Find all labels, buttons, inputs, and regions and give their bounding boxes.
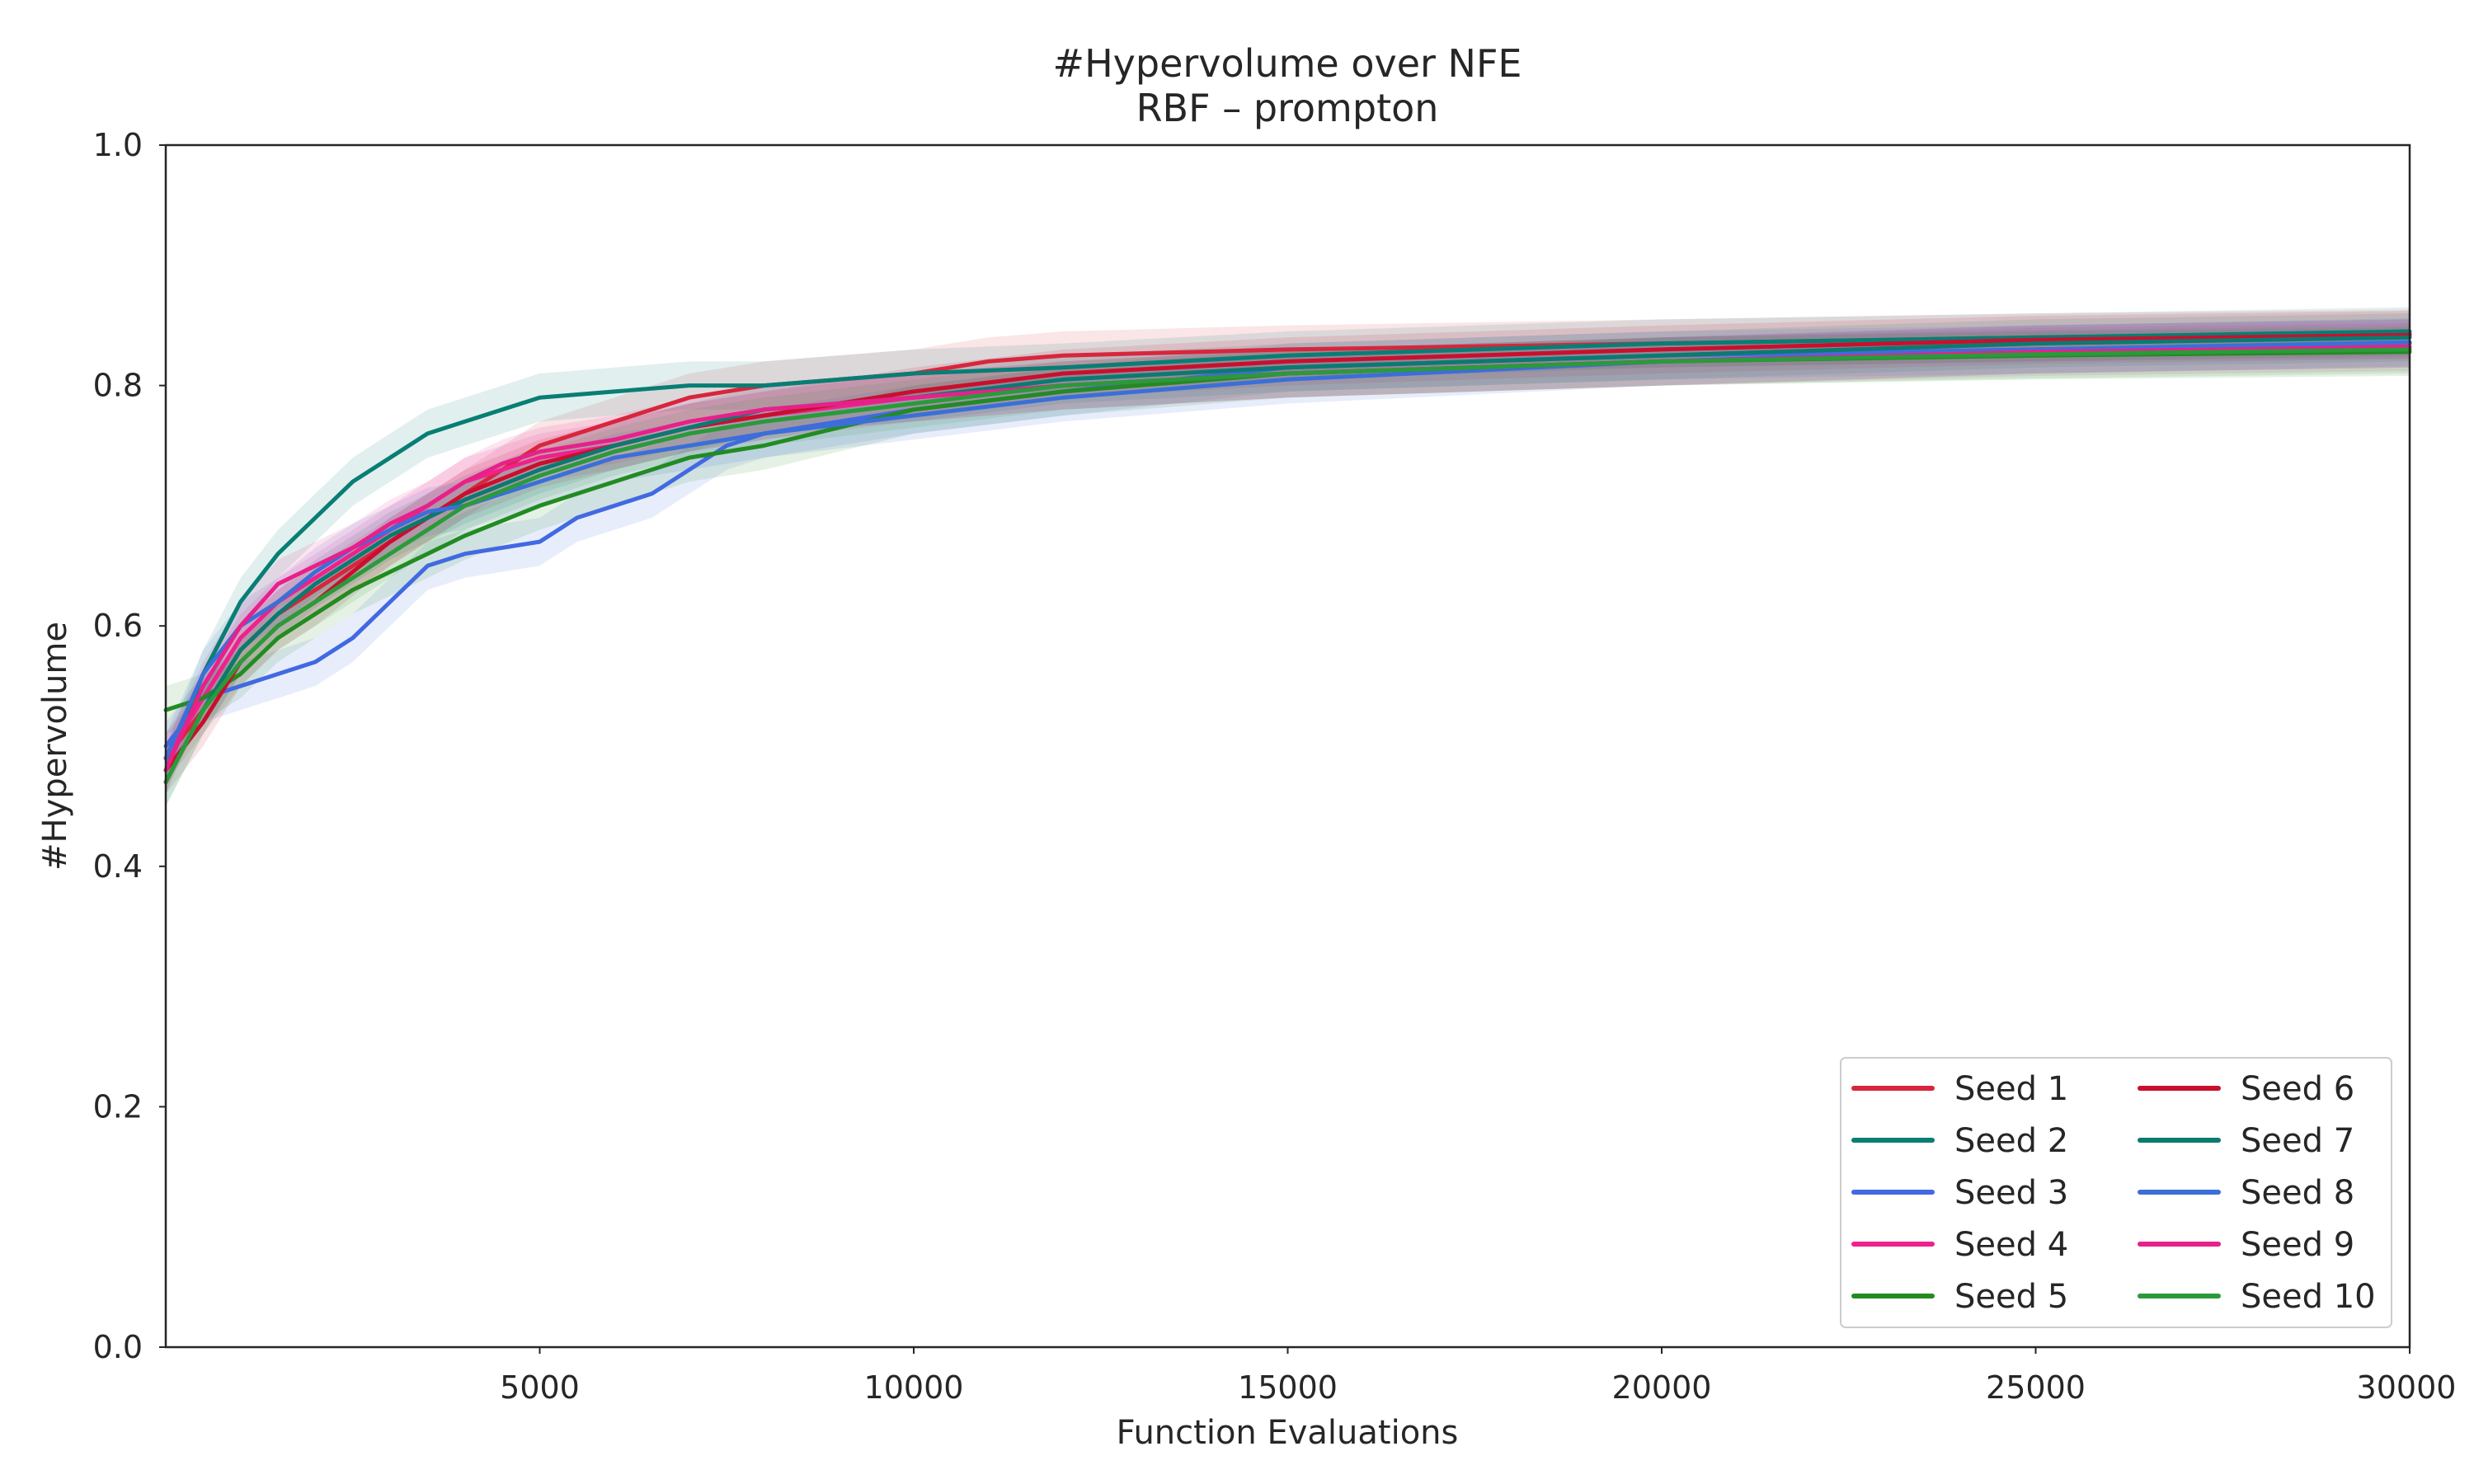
legend-label: Seed 8: [2241, 1174, 2354, 1212]
legend-label: Seed 10: [2241, 1278, 2376, 1316]
series-band: [166, 322, 2410, 795]
x-tick-label: 10000: [864, 1369, 964, 1406]
legend: Seed 1 Seed 2 Seed 3 Seed 4 Seed 5 Seed 6 Seed…: [1840, 1057, 2392, 1328]
x-tick-label: 15000: [1238, 1369, 1338, 1406]
y-tick-label: 0.8: [93, 368, 143, 404]
series-band: [166, 318, 2410, 782]
chart-subtitle: RBF – prompton: [1136, 86, 1439, 130]
x-tick-label: 20000: [1612, 1369, 1712, 1406]
series-line: [163, 335, 2412, 785]
series-band: [166, 319, 2410, 771]
legend-label: Seed 6: [2241, 1070, 2354, 1108]
y-tick-label: 0.2: [93, 1088, 143, 1125]
legend-label: Seed 9: [2241, 1226, 2354, 1264]
x-tick-label: 30000: [2357, 1369, 2457, 1406]
y-tick-label: 0.6: [93, 608, 143, 644]
legend-label: Seed 3: [1954, 1174, 2068, 1212]
y-tick-label: 0.4: [93, 848, 143, 885]
series-line: [163, 347, 2412, 785]
legend-label: Seed 1: [1954, 1070, 2068, 1108]
x-tick-label: 5000: [500, 1369, 580, 1406]
x-axis-label: Function Evaluations: [1117, 1414, 1459, 1452]
series-line: [163, 329, 2412, 773]
y-axis-ticks: 0.0 0.2 0.4 0.6 0.8 1.0: [93, 127, 166, 1365]
legend-box: [1840, 1057, 2392, 1328]
y-tick-label: 0.0: [93, 1329, 143, 1365]
confidence-bands: [166, 307, 2410, 806]
chart-title: #Hypervolume over NFE: [1053, 41, 1522, 86]
series-band: [166, 311, 2410, 795]
x-tick-label: 25000: [1986, 1369, 2086, 1406]
legend-label: Seed 4: [1954, 1226, 2068, 1264]
y-axis-label: #Hypervolume: [36, 622, 74, 871]
x-axis-ticks: 5000 10000 15000 20000 25000 30000: [500, 1347, 2456, 1406]
series-band: [166, 319, 2410, 782]
series-band: [166, 309, 2410, 782]
legend-label: Seed 7: [2241, 1122, 2354, 1160]
legend-label: Seed 2: [1954, 1122, 2068, 1160]
legend-label: Seed 5: [1954, 1278, 2068, 1316]
y-tick-label: 1.0: [93, 127, 143, 163]
series-line: [163, 340, 2412, 761]
series-band: [166, 313, 2410, 806]
series-lines: [163, 329, 2412, 785]
